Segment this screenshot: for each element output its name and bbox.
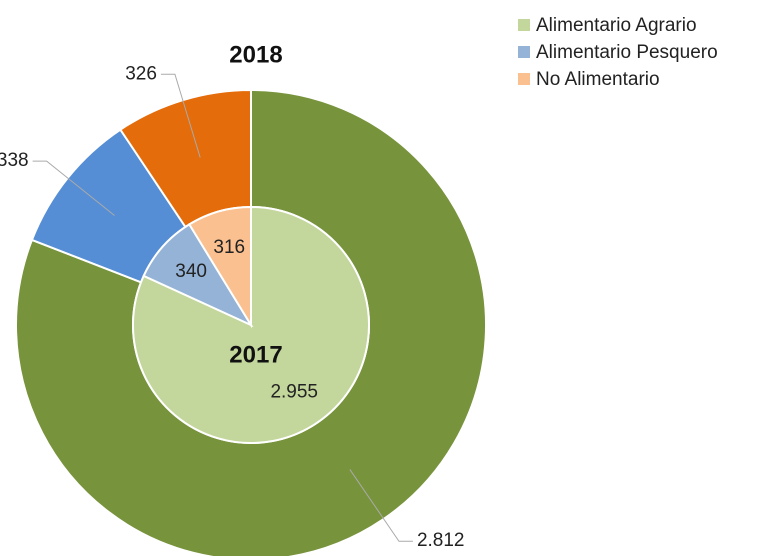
inner-pie-title: 2017: [229, 341, 282, 368]
data-label: 338: [0, 150, 29, 171]
outer-ring-title: 2018: [229, 41, 282, 68]
legend-label: Alimentario Agrario: [536, 15, 697, 36]
data-label: 2.955: [270, 381, 318, 402]
leader-line: [349, 469, 413, 542]
legend-label: No Alimentario: [536, 69, 660, 90]
leader-line: [32, 160, 115, 216]
data-label: 326: [125, 63, 157, 84]
leader-line: [160, 73, 201, 158]
data-label: 340: [175, 261, 207, 282]
legend-swatch: [518, 73, 530, 85]
data-label: 316: [213, 237, 245, 258]
data-label: 2.812: [417, 530, 465, 551]
legend-swatch: [518, 19, 530, 31]
inner-slice: [187, 205, 252, 329]
legend-swatch: [518, 46, 530, 58]
legend-label: Alimentario Pesquero: [536, 42, 718, 63]
